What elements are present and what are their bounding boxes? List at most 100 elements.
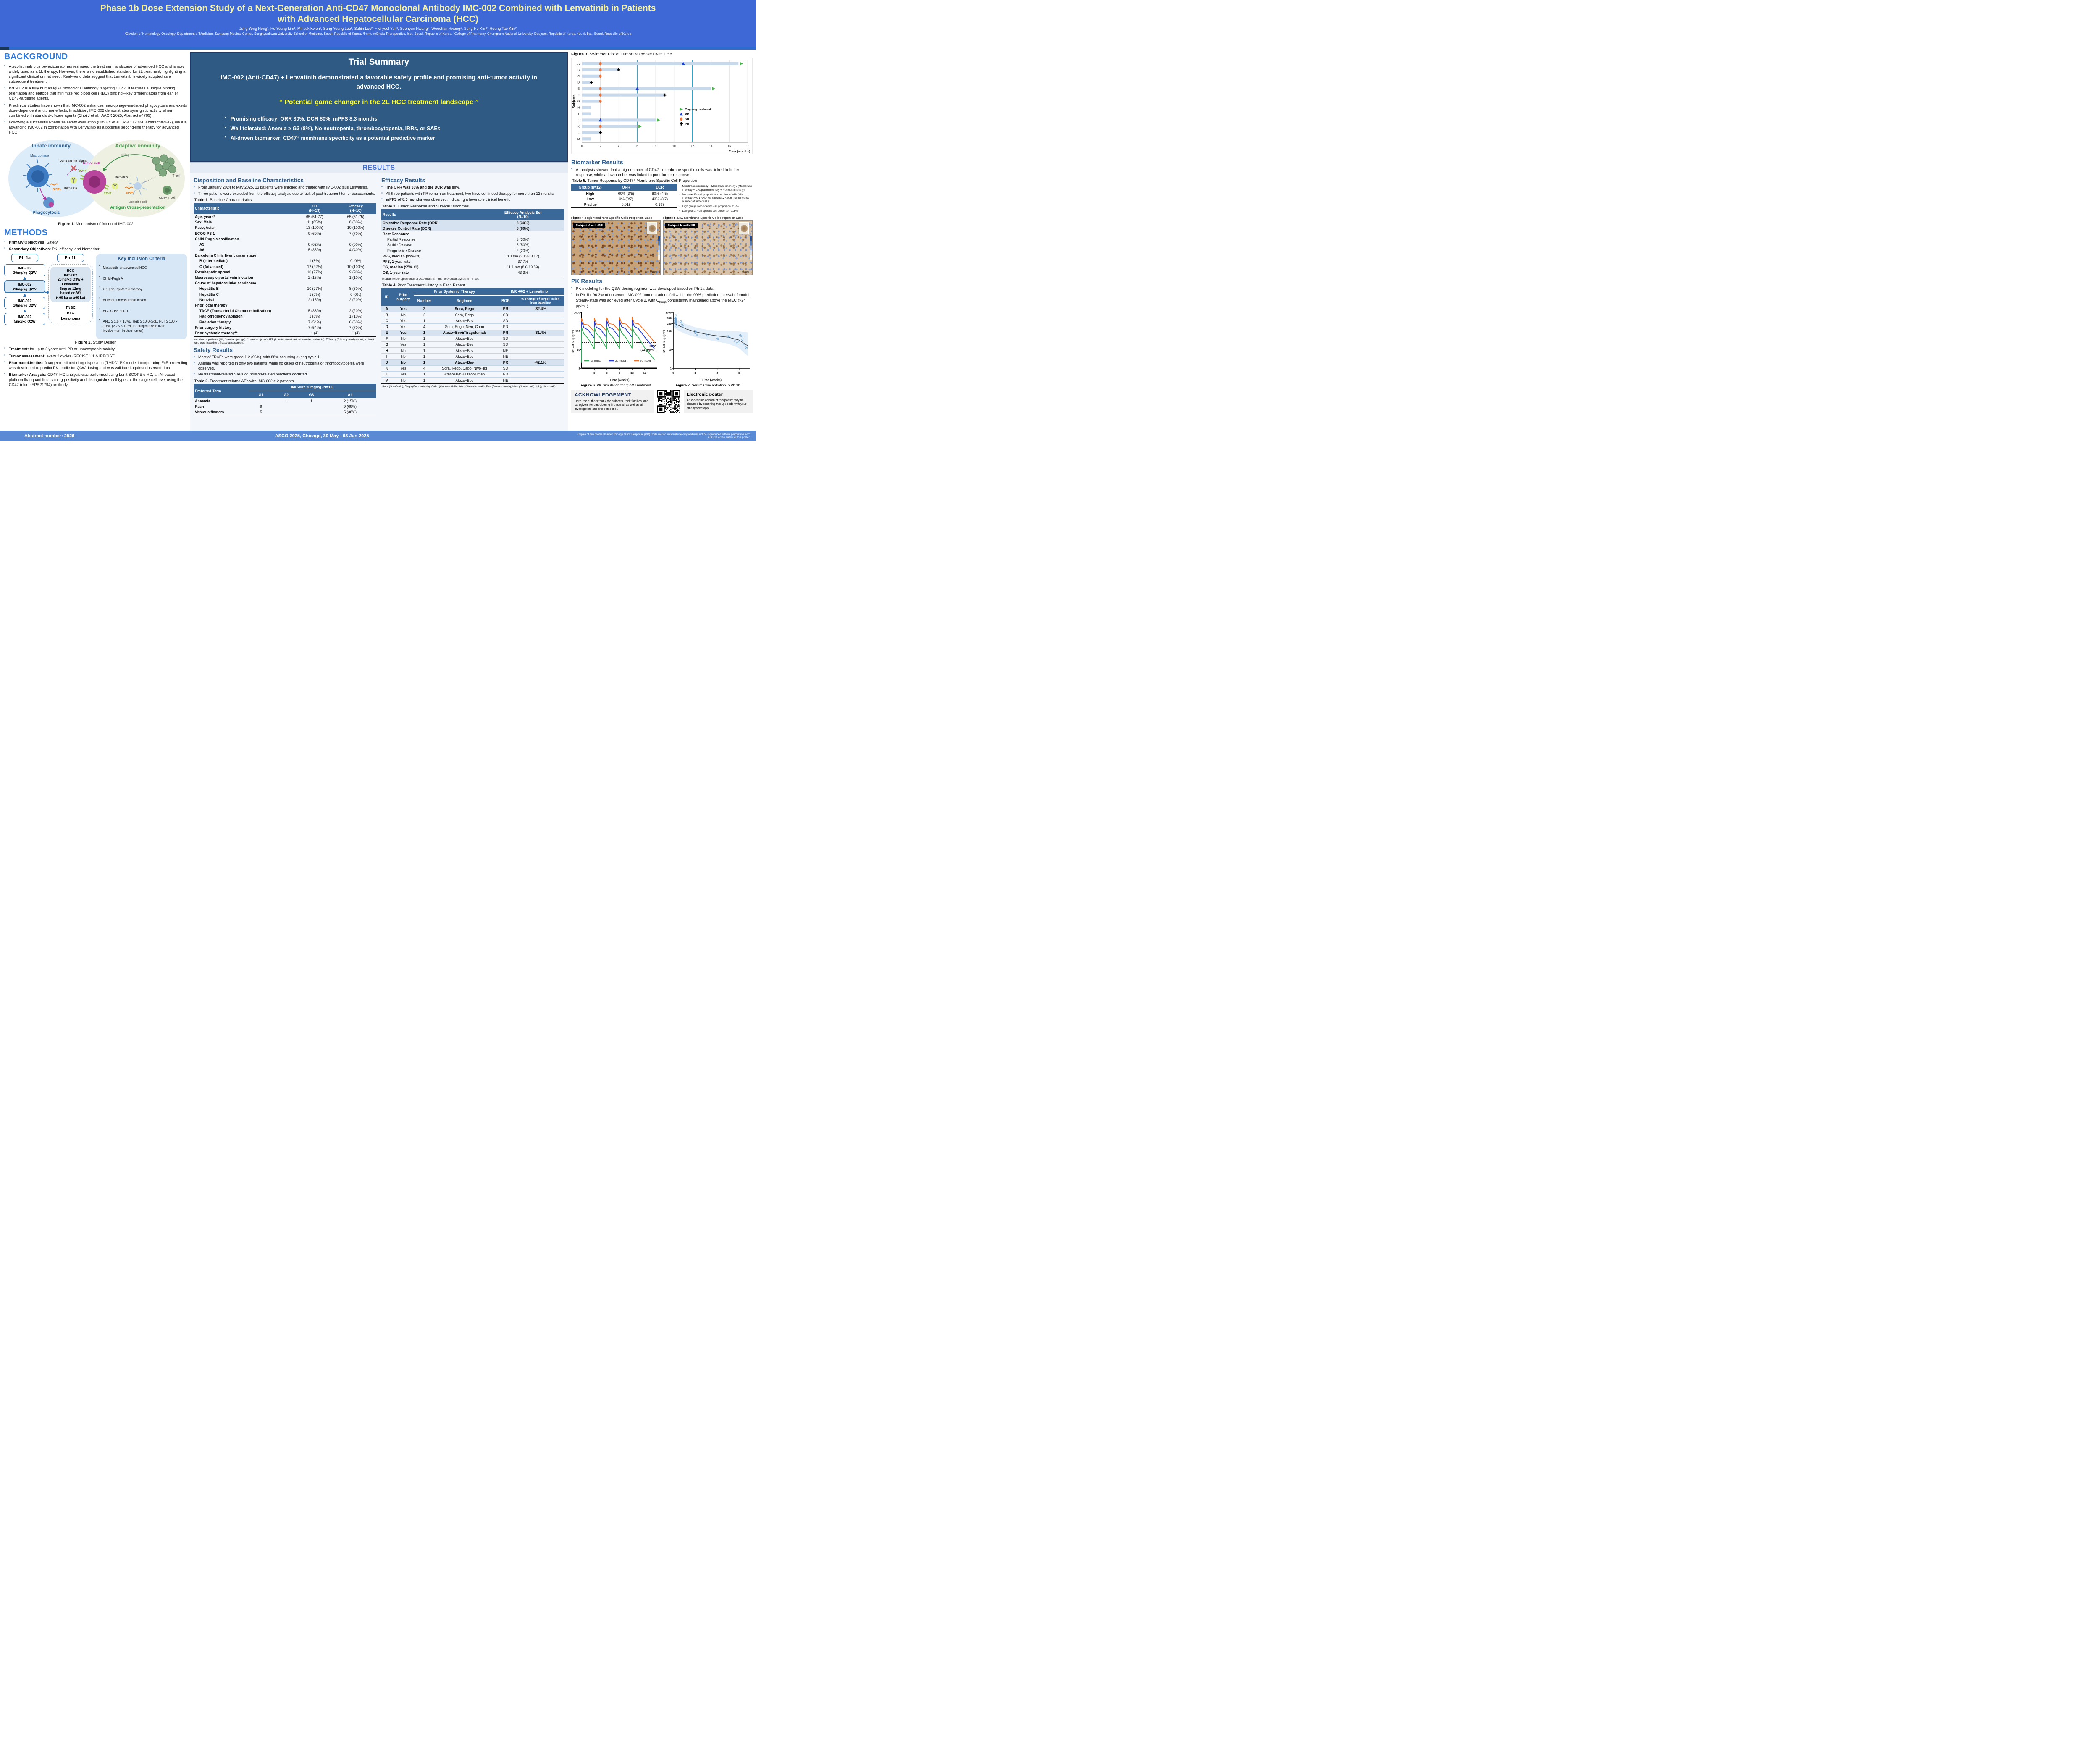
svg-text:E: E: [578, 88, 580, 91]
hcc-cohort-line: HCC: [67, 269, 74, 273]
table-cell: NE: [494, 347, 517, 354]
sd-marker: [599, 100, 602, 103]
table-cell: Sora, Rego, Nivo, Cabo: [434, 323, 495, 330]
observed-point: [742, 343, 745, 345]
svg-text:Subjects: Subjects: [572, 94, 576, 108]
table-cell: 12 (92%): [307, 264, 323, 269]
table-cell: 1 (8%): [309, 314, 320, 319]
table5-label: Table 5.: [572, 178, 586, 183]
table-cell: 2 (20%): [516, 248, 530, 253]
svg-text:J: J: [578, 119, 579, 122]
ph1a-column: Ph 1a IMC-002 30mg/kg Q2W IMC-002 20mg/kg Q…: [4, 254, 45, 339]
pd-marker: [663, 93, 667, 97]
table-cell: 9 (69%): [344, 404, 357, 409]
table4-col-id: ID: [381, 288, 393, 306]
svg-text:12: 12: [630, 372, 634, 375]
swimmer-bar-D: [582, 81, 591, 84]
table-cell: [516, 318, 564, 324]
svg-text:A: A: [578, 63, 580, 66]
table-row: Low 0% (0/7) 43% (3/7): [571, 197, 677, 202]
divider-navy-block: [0, 47, 9, 50]
bullet-item: The ORR was 30% and the DCR was 80%.: [381, 185, 564, 190]
table-cell: NE: [494, 377, 517, 384]
table-cell: P-value: [583, 202, 597, 207]
table5-col-orr: ORR: [609, 184, 643, 191]
table-cell: PFS, median (95% CI): [383, 254, 420, 258]
table-row: PFS, 1-year rate 37.7%: [381, 259, 564, 264]
table-cell: Nonviral: [200, 297, 215, 302]
phagocytosis-label: Phagocytosis: [32, 210, 60, 215]
table-cell: [516, 341, 564, 348]
table-cell: A5: [200, 242, 205, 247]
right-column: Figure 3. Swimmer Plot of Tumor Response…: [571, 52, 753, 431]
table-cell: Best Response: [383, 232, 410, 236]
dose-escalation-boxes: IMC-002 30mg/kg Q2W IMC-002 20mg/kg Q2W IMC-…: [4, 264, 45, 326]
hcc-cohort-line: Lenvatinib: [62, 282, 79, 286]
table-cell: Sora, Rego: [434, 311, 495, 318]
innate-immunity-label: Innate immunity: [32, 143, 71, 149]
table2-grade-col: All: [324, 391, 376, 398]
affiliations-line: ¹Division of Hematology-Oncology, Depart…: [124, 32, 632, 36]
table-cell: Atezo+Bev: [434, 341, 495, 348]
table-row: G Yes 1 Atezo+Bev SD: [381, 341, 564, 348]
table-cell: 4: [414, 323, 435, 330]
table-cell: No: [392, 347, 415, 354]
svg-text:10: 10: [669, 349, 672, 352]
table-cell: M: [381, 377, 393, 384]
trial-summary-statement: IMC-002 (Anti-CD47) + Lenvatinib demonst…: [220, 74, 537, 91]
trial-summary-title: Trial Summary: [348, 57, 410, 67]
bullet-item: Low group: Non-specific cell proportion …: [679, 210, 753, 213]
table-cell: 37.7%: [517, 259, 528, 264]
table-cell: PD: [494, 371, 517, 378]
table4-col-change: % change of target lesion from baseline: [516, 295, 564, 306]
sirpa-left-glyph: [50, 183, 58, 186]
table1-title-text: . Baseline Characteristics: [207, 198, 252, 202]
pk-bullet2-subscript: trough: [659, 300, 667, 304]
table-row: Radiation therapy 7 (54%) 6 (60%): [194, 319, 376, 325]
figure2-study-design-diagram: Ph 1a IMC-002 30mg/kg Q2W IMC-002 20mg/kg Q…: [4, 254, 187, 340]
dont-eat-me-arc: [67, 169, 84, 176]
table-cell: 6 (60%): [349, 242, 362, 247]
bullet-item: ECOG PS of 0-1: [99, 306, 184, 316]
results-area: Disposition and Baseline Characteristics…: [190, 173, 568, 431]
table-cell: Prior systemic therapy**: [195, 331, 238, 335]
bullet-item: Biomarker Analysis: CD47 IHC analysis wa…: [4, 372, 187, 387]
table4-footnote: Sora (Sorafenib), Rego (Regorafenib), Ca…: [382, 385, 556, 388]
sirpa-right-glyph: [125, 186, 133, 189]
ph1b-cohort-outline: HCC IMC-002 20mg/kg Q3W + Lenvatinib 8mg or …: [48, 264, 93, 324]
table-cell: 9 (69%): [308, 231, 321, 236]
table-row: Child-Pugh classification: [194, 236, 376, 242]
table-cell: 1 (8%): [309, 259, 320, 263]
figure5-scale-bar: 50 µm: [742, 270, 749, 274]
sd-marker: [599, 87, 602, 90]
background-heading: BACKGROUND: [4, 52, 68, 61]
table-cell: PR: [494, 359, 517, 366]
svg-text:Time (weeks): Time (weeks): [702, 378, 722, 382]
cohort-line: TNBC: [66, 305, 76, 310]
svg-text:12: 12: [691, 145, 694, 148]
table-cell: ECOG PS 1: [195, 231, 215, 236]
table-cell: 3 (30%): [516, 237, 530, 242]
bullet-item: Atezolizumab plus bevacizumab has reshap…: [4, 63, 187, 84]
table-row: P-value 0.018 0.198: [571, 202, 677, 208]
table-cell: B: [381, 311, 393, 318]
table-cell: [294, 281, 335, 286]
ph1b-column: Ph 1b HCC IMC-002 20mg/kg Q3W + Lenvatinib 8…: [48, 254, 93, 339]
sd-marker: [599, 68, 602, 72]
table-cell: PD: [494, 323, 517, 330]
svg-text:IMC-002 (µg/mL): IMC-002 (µg/mL): [662, 327, 666, 353]
table-cell: I: [381, 353, 393, 360]
svg-text:6: 6: [636, 145, 638, 148]
figure4-caption-label: Figure 4.: [571, 216, 585, 220]
svg-text:0: 0: [581, 145, 583, 148]
table-cell: 2 (20%): [349, 297, 362, 302]
table-cell: 2: [414, 305, 435, 312]
svg-text:Ongoing treatment: Ongoing treatment: [685, 108, 711, 111]
figure6-caption-label: Figure 6.: [580, 383, 596, 387]
figure2-caption: Figure 2. Study Design: [4, 340, 187, 345]
svg-text:2: 2: [717, 372, 718, 375]
table3-title: Table 3. Tumor Response and Survival Out…: [382, 204, 564, 208]
table-cell: 1: [414, 359, 435, 366]
table-cell: 0.198: [655, 202, 665, 207]
